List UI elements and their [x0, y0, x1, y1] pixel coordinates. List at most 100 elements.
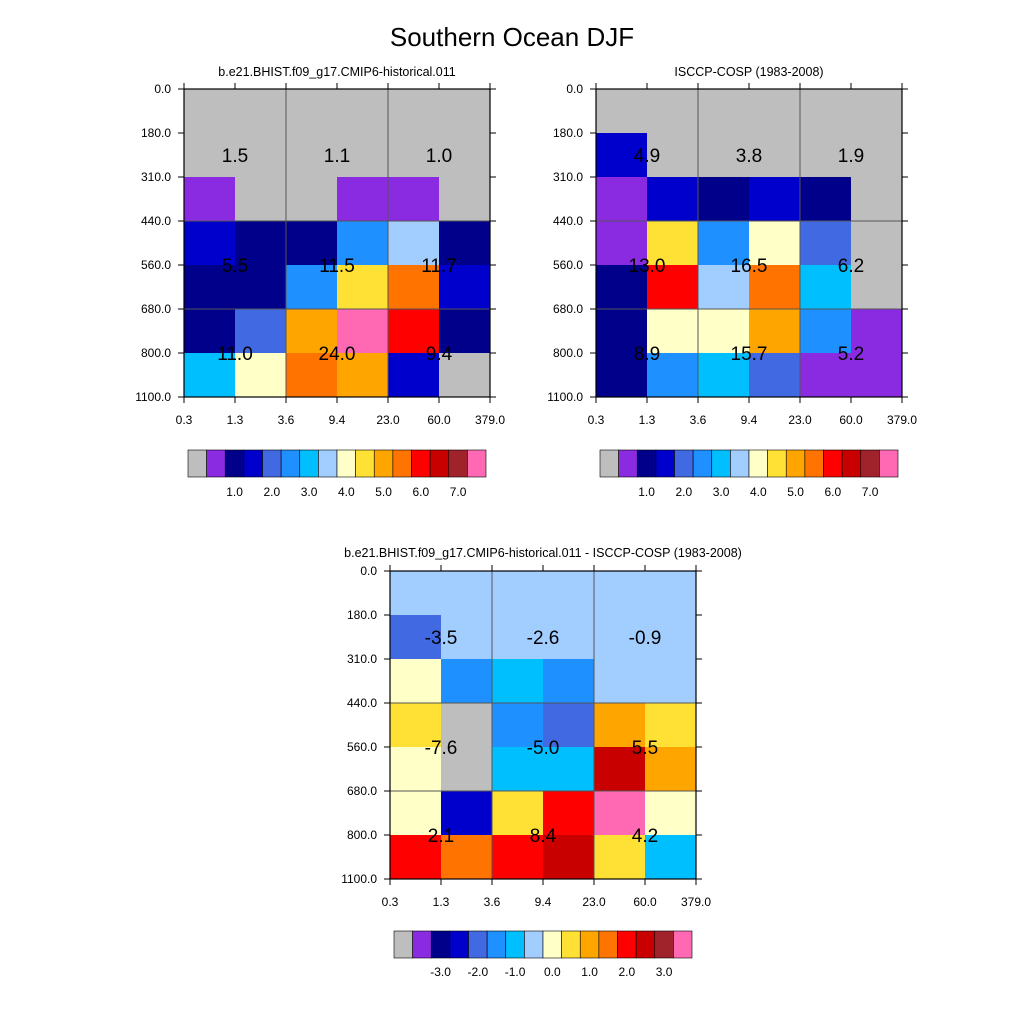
heatmap-cell [286, 221, 338, 266]
heatmap-cell [388, 265, 440, 310]
colorbar-label: 5.0 [787, 485, 804, 499]
heatmap-cell [337, 89, 389, 134]
bin-value-label: 1.1 [324, 146, 350, 167]
heatmap-cell [388, 133, 440, 178]
colorbar-swatch [711, 449, 731, 478]
heatmap-cell [441, 791, 493, 836]
heatmap-cell [235, 89, 287, 134]
heatmap-cell [492, 615, 544, 660]
y-tick-label: 1100.0 [341, 872, 377, 886]
x-tick-label: 0.3 [588, 413, 605, 427]
bin-value-label: 5.2 [838, 344, 864, 365]
bin-value-label: 5.5 [632, 738, 658, 759]
colorbar-swatch [730, 449, 750, 478]
colorbar-swatch [579, 930, 600, 959]
heatmap-cell [184, 133, 236, 178]
x-tick-label: 9.4 [535, 895, 552, 909]
colorbar-swatch [635, 930, 656, 959]
heatmap-cell [645, 571, 697, 616]
heatmap-cell [594, 703, 646, 748]
heatmap-cell [594, 615, 646, 660]
heatmap-cell [596, 353, 648, 398]
x-tick-label: 9.4 [329, 413, 346, 427]
x-tick-label: 3.6 [484, 895, 501, 909]
heatmap-cell [286, 89, 338, 134]
y-tick-label: 1100.0 [547, 390, 583, 404]
x-tick-label: 0.3 [382, 895, 399, 909]
y-tick-label: 560.0 [347, 740, 377, 754]
colorbar-swatch [336, 449, 356, 478]
bin-value-label: 4.2 [632, 826, 658, 847]
heatmap-cell [800, 265, 852, 310]
y-tick-label: 180.0 [141, 126, 171, 140]
x-tick-label: 23.0 [582, 895, 606, 909]
heatmap-cell [594, 835, 646, 880]
colorbar-label: 5.0 [375, 485, 392, 499]
bin-value-label: 16.5 [731, 256, 768, 277]
heatmap-cell [645, 703, 697, 748]
colorbar-label: -2.0 [467, 965, 488, 979]
colorbar-swatch [299, 449, 319, 478]
heatmap-cell [441, 659, 493, 704]
heatmap-cell [286, 353, 338, 398]
colorbar-swatch [841, 449, 862, 478]
colorbar-swatch [224, 449, 245, 478]
x-tick-label: 1.3 [227, 413, 244, 427]
colorbar-label: 2.0 [618, 965, 635, 979]
heatmap-cell [388, 89, 440, 134]
colorbar-swatch [618, 449, 638, 478]
heatmap-cell [596, 89, 648, 134]
y-tick-label: 440.0 [347, 696, 377, 710]
x-tick-label: 1.3 [433, 895, 450, 909]
heatmap-cell [235, 309, 287, 354]
colorbar-swatch [823, 449, 843, 478]
heatmap-cell [851, 89, 903, 134]
heatmap-cell [441, 571, 493, 616]
heatmap-cell [337, 265, 389, 310]
heatmap-cell [749, 89, 801, 134]
colorbar-swatch [411, 449, 431, 478]
heatmap-cell [286, 309, 338, 354]
colorbar-label: -1.0 [505, 965, 526, 979]
heatmap-cell [492, 747, 544, 792]
colorbar-swatch [318, 449, 338, 478]
y-tick-label: 440.0 [553, 214, 583, 228]
colorbar-swatch [767, 449, 787, 478]
heatmap-cell [337, 353, 389, 398]
heatmap-cell [441, 835, 493, 880]
heatmap-cell [698, 89, 750, 134]
heatmap-cell [749, 177, 801, 222]
bin-value-label: 11.7 [421, 256, 457, 277]
colorbar-swatch [674, 449, 694, 478]
colorbar-label: 4.0 [750, 485, 767, 499]
colorbar-label: 7.0 [862, 485, 879, 499]
colorbar-label: 3.0 [301, 485, 318, 499]
heatmap-cell [594, 791, 646, 836]
heatmap-cell [492, 791, 544, 836]
heatmap-cell [698, 265, 750, 310]
heatmap-cell [851, 353, 903, 398]
bin-value-label: 3.8 [736, 146, 762, 167]
y-tick-label: 680.0 [141, 302, 171, 316]
colorbar-swatch [449, 930, 469, 959]
y-tick-label: 0.0 [360, 564, 377, 578]
y-tick-label: 560.0 [553, 258, 583, 272]
heatmap-cell [441, 747, 493, 792]
heatmap-cell [800, 221, 852, 266]
heatmap-cell [594, 571, 646, 616]
y-tick-label: 310.0 [553, 170, 583, 184]
bin-value-label: 5.5 [222, 256, 248, 277]
bin-value-label: 1.9 [838, 146, 864, 167]
y-tick-label: 680.0 [347, 784, 377, 798]
colorbar-label: -3.0 [430, 965, 451, 979]
colorbar-swatch [785, 449, 806, 478]
heatmap-cell [596, 133, 648, 178]
colorbar-label: 1.0 [638, 485, 655, 499]
x-tick-label: 9.4 [741, 413, 758, 427]
heatmap-cell [184, 89, 236, 134]
colorbar-swatch [655, 449, 675, 478]
y-tick-label: 0.0 [566, 82, 583, 96]
heatmap-cell [698, 177, 750, 222]
colorbar-swatch [187, 449, 207, 478]
